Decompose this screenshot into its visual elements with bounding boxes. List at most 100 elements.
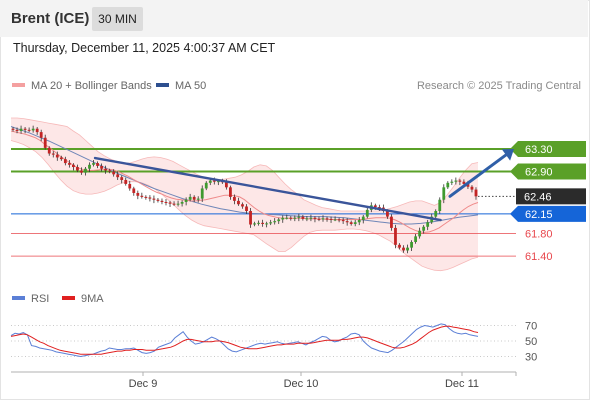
candle-body (434, 211, 438, 217)
candle-body (124, 180, 128, 184)
level-label-3: 62.15 (525, 209, 553, 221)
candle-body (148, 197, 152, 199)
candle-body (196, 198, 200, 200)
candle-body (418, 230, 422, 237)
legend-label-ma50: MA 50 (175, 80, 207, 92)
interval-badge[interactable]: 30 MIN (92, 7, 143, 31)
candle-body (208, 180, 212, 183)
level-label-2: 62.46 (524, 191, 552, 203)
legend-rsi-ma: 9MA (62, 293, 104, 305)
ma50-line (10, 126, 479, 225)
bollinger-upper-line (11, 117, 479, 212)
candle-body (152, 198, 156, 200)
candle-body (241, 204, 244, 207)
level-tag-3 (510, 205, 586, 222)
candle-body (172, 203, 176, 205)
legend-rsi: RSI (12, 293, 49, 305)
candle-body (277, 219, 281, 222)
level-label-4: 61.80 (525, 229, 553, 241)
bollinger-band-area (11, 118, 478, 271)
candle-body (390, 216, 393, 228)
candle-body (59, 157, 63, 160)
rsi-tick-label-0: 70 (525, 321, 537, 333)
candle-body (349, 222, 353, 224)
candle-body (184, 199, 188, 202)
legend-ma50: MA 50 (156, 80, 206, 92)
candle-body (249, 211, 252, 225)
rsi-series-1 (10, 325, 479, 355)
candle-body (261, 222, 265, 224)
rsi-series-0 (10, 323, 479, 358)
projection-arrow-shaft (448, 153, 508, 198)
legend-swatch-ma20 (12, 83, 25, 88)
candle-body (402, 247, 405, 251)
candle-body (333, 219, 337, 221)
trendline (93, 156, 442, 222)
candle-body (156, 199, 160, 201)
candle-body (377, 207, 381, 209)
legend-ma20-bb: MA 20 + Bollinger Bands (12, 80, 152, 92)
candle-body (245, 206, 248, 211)
candle-body (80, 170, 83, 173)
candle-body (47, 147, 51, 154)
projection-arrow-head (501, 149, 514, 161)
candle-body (458, 180, 462, 182)
candle-body (15, 129, 19, 131)
candle-body (253, 223, 256, 225)
candle-body (96, 163, 99, 166)
rsi-tick-label-2: 30 (525, 352, 537, 364)
legend-label-ma20: MA 20 + Bollinger Bands (31, 80, 152, 92)
candle-body (373, 205, 377, 208)
candle-body (285, 217, 289, 219)
candle-body (140, 195, 144, 197)
candle-body (88, 164, 91, 169)
candle-body (168, 202, 172, 204)
candle-body (237, 200, 240, 205)
candle-body (27, 129, 31, 131)
candle-body (281, 217, 285, 220)
level-tag-0 (510, 141, 586, 157)
candle-body (466, 183, 470, 187)
instrument-title: Brent (ICE) (11, 10, 90, 27)
candle-body (188, 196, 192, 200)
candle-body (136, 192, 140, 196)
candle-body (35, 128, 39, 133)
level-tag-1 (510, 163, 586, 180)
candle-body (192, 196, 196, 200)
candle-body (19, 128, 23, 131)
candle-body (257, 222, 260, 224)
legend-swatch-rsi (12, 296, 25, 301)
candle-body (446, 182, 450, 188)
candle-body (212, 180, 216, 182)
level-tag-2 (516, 188, 586, 205)
candle-body (11, 128, 15, 130)
candle-body (180, 201, 184, 204)
candle-body (63, 159, 67, 164)
candle-body (269, 222, 273, 224)
candle-body (357, 220, 361, 223)
copyright-text: Research © 2025 Trading Central (416, 80, 581, 92)
candle-body (325, 218, 329, 220)
candle-body (224, 182, 228, 188)
candle-body (410, 242, 413, 248)
x-tick-label-1: Dec 10 (284, 378, 319, 390)
legend-label-rsi: RSI (31, 293, 50, 305)
candle-body (164, 201, 168, 203)
candle-body (55, 154, 59, 158)
candle-body (216, 181, 220, 183)
candle-body (116, 174, 120, 178)
candle-body (43, 137, 47, 148)
candle-body (92, 163, 95, 165)
x-tick-label-2: Dec 11 (445, 378, 479, 390)
candle-body (470, 186, 474, 190)
candle-body (305, 218, 309, 220)
candle-body (39, 132, 43, 138)
candle-body (474, 189, 478, 197)
candle-body (108, 170, 112, 172)
x-tick-label-0: Dec 9 (129, 378, 158, 390)
candle-body (204, 182, 208, 189)
candle-body (301, 216, 305, 219)
candle-body (23, 128, 27, 130)
candle-body (120, 177, 124, 180)
